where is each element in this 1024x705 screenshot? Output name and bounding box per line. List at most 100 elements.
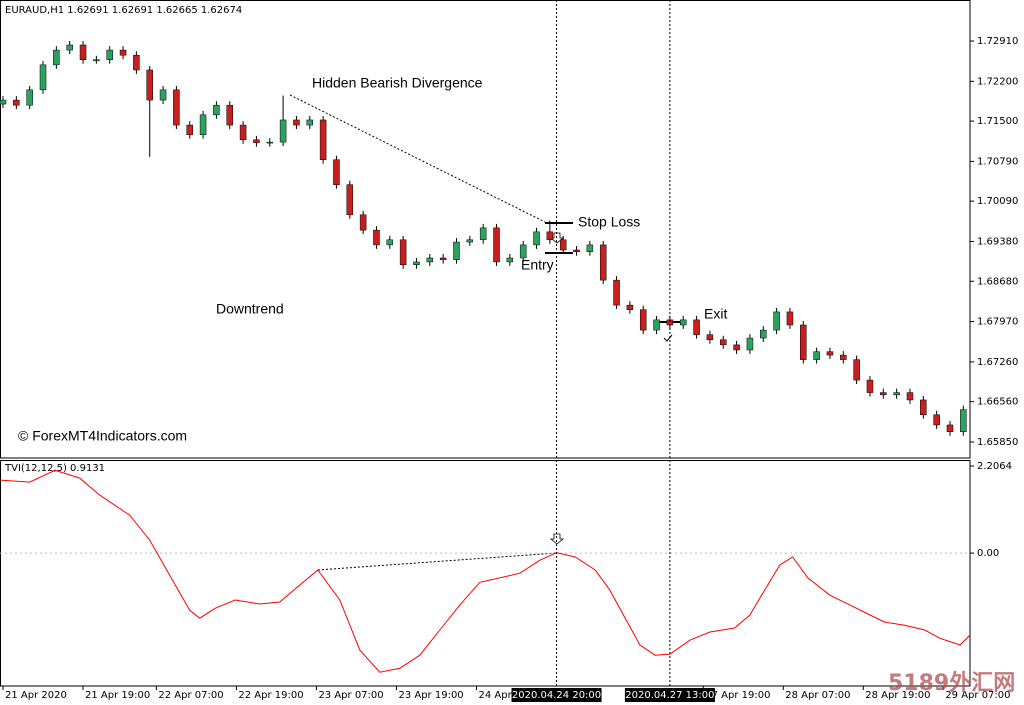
candle-body	[519, 244, 527, 259]
candle-body	[386, 239, 394, 246]
indicator-header: TVI(12,12,5) 0.9131	[4, 463, 105, 474]
x-tick-label: 22 Apr 19:00	[238, 690, 303, 701]
candle-body	[760, 329, 767, 339]
candle-body	[506, 257, 514, 263]
annotation: Downtrend	[216, 301, 284, 317]
candle-body	[546, 231, 554, 241]
candle-body	[866, 379, 874, 393]
copyright: © ForexMT4Indicators.com	[18, 428, 187, 444]
candle-body	[946, 424, 954, 433]
candle-body	[653, 319, 660, 331]
cursor-label-box	[624, 688, 715, 702]
candle-body	[279, 119, 287, 143]
x-tick-label: 29 Apr 07:00	[945, 690, 1010, 701]
candle-body	[453, 241, 460, 260]
y-tick-label: 1.72910	[977, 36, 1018, 47]
candle-body	[719, 339, 727, 346]
candle-body	[906, 392, 914, 401]
y-tick-label: 1.66560	[977, 397, 1018, 408]
candle-body	[426, 257, 434, 263]
x-tick-label: 23 Apr 07:00	[318, 690, 383, 701]
annotation: Entry	[521, 257, 554, 273]
cursor-label: 2020.04.27 13:00	[625, 690, 714, 701]
candle-body	[133, 54, 140, 71]
candle-body	[159, 89, 167, 101]
x-tick-label: 27 Apr 19:00	[705, 690, 770, 701]
candle-body	[26, 89, 33, 106]
watermark: 5189外汇网	[888, 670, 1015, 696]
x-tick-label: 22 Apr 07:00	[158, 690, 223, 701]
signal-arrow	[549, 533, 565, 545]
x-tick-label: 23 Apr 19:00	[398, 690, 463, 701]
y-tick-label: 0.00	[977, 548, 999, 559]
candle-body	[786, 311, 794, 326]
candle-body	[960, 409, 967, 433]
candle-body	[173, 89, 180, 126]
candle-body	[880, 392, 887, 396]
candle-body	[306, 119, 314, 126]
candle-body	[933, 414, 940, 426]
x-tick-label: 21 Apr 19:00	[85, 690, 150, 701]
candle-body	[333, 159, 340, 185]
candle-body	[559, 239, 567, 251]
candle-body	[813, 351, 820, 360]
y-tick-label: 1.65850	[977, 437, 1018, 448]
candle-body	[586, 244, 594, 252]
y-tick-label: 1.68680	[977, 276, 1018, 287]
candle-body	[79, 44, 87, 60]
candle-body	[66, 44, 73, 51]
price-panel	[0, 0, 971, 459]
candle-body	[800, 324, 807, 360]
y-tick-label: 1.71500	[977, 116, 1018, 127]
candle-body	[226, 104, 233, 126]
candle-body	[853, 359, 860, 381]
indicator-line	[0, 469, 971, 673]
candle-body	[293, 119, 300, 126]
annotation: Stop Loss	[578, 214, 640, 230]
annotation: Hidden Bearish Divergence	[312, 75, 483, 91]
price-header: EURAUD,H1 1.62691 1.62691 1.62665 1.6267…	[5, 5, 242, 16]
candle-body	[599, 244, 607, 281]
candle-body	[706, 334, 714, 341]
candle-body	[253, 139, 260, 143]
candle-body	[239, 124, 247, 141]
candle-body	[53, 49, 60, 66]
candle-body	[213, 104, 220, 116]
x-tick-label: 28 Apr 07:00	[785, 690, 850, 701]
candle-body	[920, 399, 927, 415]
candle-body	[373, 229, 380, 246]
candle-body	[693, 319, 700, 335]
candle-body	[199, 114, 207, 135]
candle-body	[733, 344, 740, 351]
candle-body	[533, 231, 540, 246]
candle-body	[746, 337, 754, 351]
y-tick-label: 2.2064	[977, 461, 1012, 472]
candle-body	[93, 59, 100, 61]
candle-body	[119, 49, 127, 56]
candle-body	[893, 392, 900, 396]
candle-body	[639, 309, 647, 331]
candle-body	[479, 227, 487, 241]
candle-body	[679, 319, 687, 326]
candle-body	[106, 49, 113, 60]
candle-body	[613, 279, 620, 306]
indicator-panel	[0, 460, 971, 687]
cursor-label: 2020.04.24 20:00	[512, 690, 601, 701]
candle-body	[573, 249, 580, 252]
candle-body	[0, 99, 7, 105]
x-tick-label: 21 Apr 2020	[5, 690, 67, 701]
candle-body	[39, 64, 47, 91]
candle-body	[346, 184, 354, 216]
divergence-line	[289, 94, 546, 223]
annotation: Exit	[704, 306, 727, 322]
candle-body	[319, 119, 327, 160]
y-tick-label: 1.67970	[977, 317, 1018, 328]
y-tick-label: 1.70090	[977, 196, 1018, 207]
candle-body	[399, 239, 407, 266]
candle-body	[13, 99, 20, 106]
candle-body	[466, 239, 474, 243]
y-tick-label: 1.70790	[977, 156, 1018, 167]
